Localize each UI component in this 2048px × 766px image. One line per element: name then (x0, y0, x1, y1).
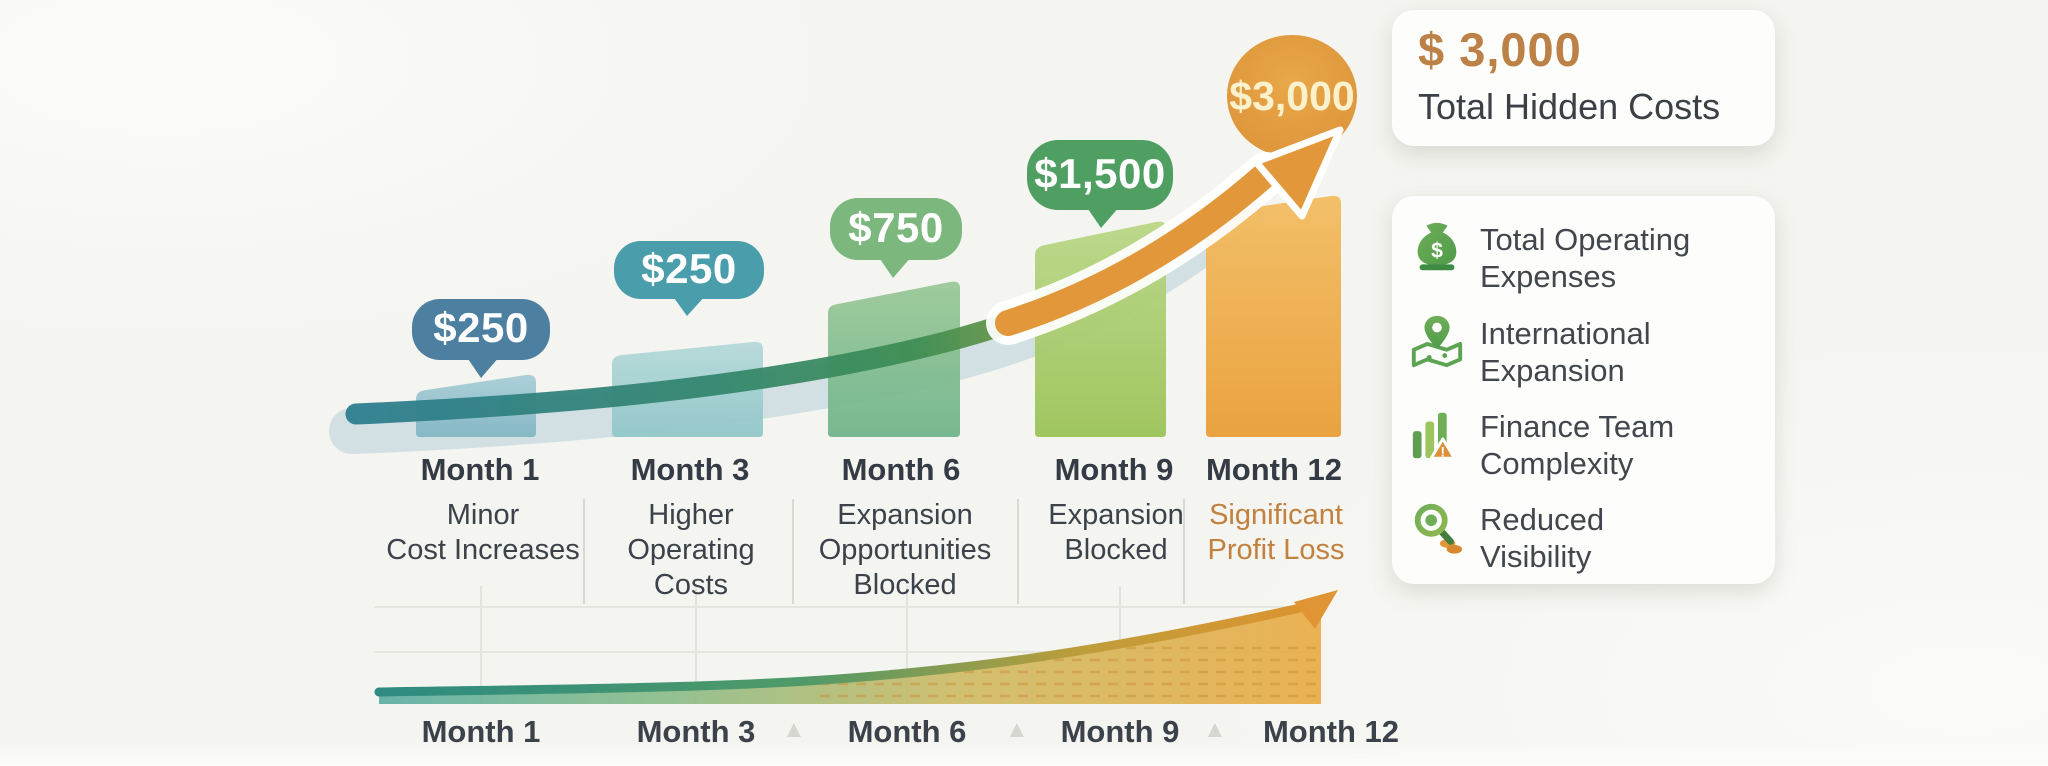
cost-bars (416, 195, 1341, 437)
bubble-value-month-1: $250 (433, 304, 529, 351)
bubble-value-month-3: $250 (641, 244, 737, 292)
triangle-separator-icon: ▲ (1005, 716, 1029, 743)
triangle-separator-icon: ▲ (1203, 716, 1227, 743)
value-bubbles (412, 140, 1173, 378)
svg-text:$: $ (1431, 239, 1443, 263)
total-amount: $ 3,000 (1418, 23, 1582, 76)
magnifier-coins-icon (1414, 503, 1463, 554)
svg-text:!: ! (1441, 444, 1446, 459)
total-circle (1227, 35, 1357, 157)
factor-item-international-expansion: International Expansion (1392, 299, 1775, 388)
bar-month-12 (1206, 195, 1341, 437)
timeline-area-chart (374, 590, 1338, 704)
bubble-month-3 (614, 241, 764, 316)
timeline-label-12: Month 12 (1262, 714, 1400, 749)
circle-value-month-12: $3,000 (1229, 72, 1355, 119)
map-pin-icon (1411, 315, 1463, 368)
bubble-month-1 (412, 299, 550, 378)
timeline-label-1: Month 1 (421, 714, 541, 749)
growth-arrow (986, 126, 1344, 345)
money-bag-icon: $ (1417, 222, 1457, 271)
description-month-12: Significant Profit Loss (1207, 499, 1345, 566)
month-label-1: Month 1 (420, 452, 540, 487)
factor-item-reduced-visibility: Reduced Visibility (1392, 485, 1775, 574)
factor-item-finance-team-complexity: ! Finance Team Complexity (1392, 392, 1775, 481)
bubble-month-9 (1027, 140, 1173, 228)
month-label-9: Month 9 (1054, 452, 1174, 487)
total-hidden-costs-card: $ 3,000 Total Hidden Costs (1392, 10, 1775, 146)
bubble-value-month-9: $1,500 (1034, 149, 1166, 197)
description-month-9: Expansion Blocked (1048, 499, 1184, 566)
timeline-label-3: Month 3 (636, 714, 756, 749)
bar-chart-warning-icon: ! (1412, 412, 1456, 460)
description-month-6: Expansion Opportunities Blocked (818, 499, 992, 601)
triangle-separator-icon: ▲ (782, 716, 806, 743)
description-month-3: Higher Operating Costs (627, 499, 755, 601)
bubble-month-6 (830, 198, 962, 278)
cost-factors-card: $ Total Operating Expenses International (1392, 196, 1775, 584)
timeline-label-6: Month 6 (847, 714, 967, 749)
month-label-6: Month 6 (841, 452, 961, 487)
total-label: Total Hidden Costs (1418, 86, 1721, 127)
column-dividers (583, 499, 1185, 604)
timeline-label-9: Month 9 (1060, 714, 1180, 749)
factor-item-operating-expenses: $ Total Operating Expenses (1392, 205, 1775, 294)
growth-arrowhead-icon (1252, 126, 1344, 220)
bubble-value-month-6: $750 (848, 203, 944, 251)
description-month-1: Minor Cost Increases (386, 499, 580, 566)
timeline-arrowhead-icon (1294, 590, 1338, 629)
month-label-12: Month 12 (1205, 452, 1343, 487)
month-label-3: Month 3 (630, 452, 750, 487)
